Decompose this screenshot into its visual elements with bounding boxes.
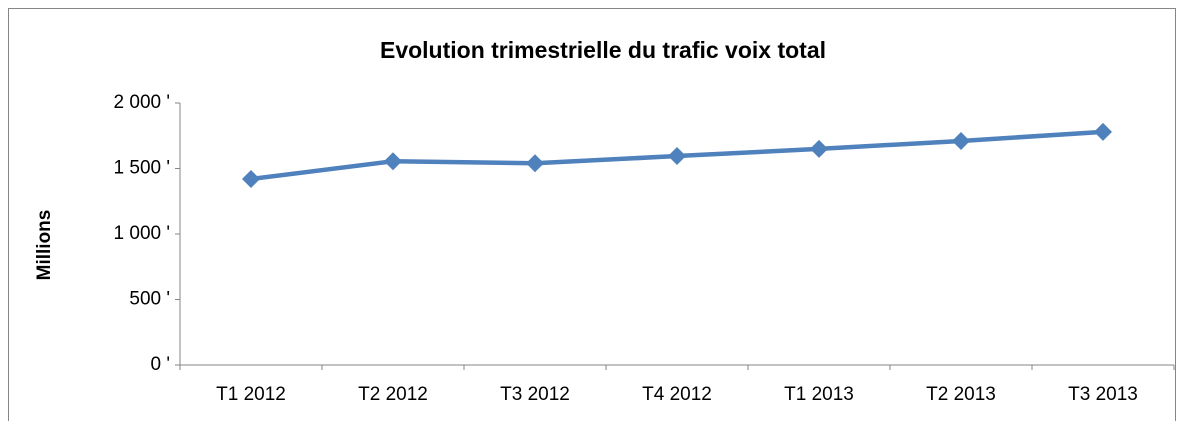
x-tick-label: T4 2012 — [642, 384, 712, 405]
y-tick-label: 2 000 ' — [114, 92, 170, 113]
point-marker — [384, 152, 402, 171]
x-tick-label: T3 2012 — [500, 384, 570, 405]
point-marker — [1094, 122, 1112, 141]
x-tick-label: T2 2013 — [926, 384, 996, 405]
point-marker — [242, 169, 260, 188]
x-tick-label: T2 2012 — [358, 384, 428, 405]
y-tick-label: 500 ' — [129, 289, 170, 310]
chart-border — [8, 8, 1176, 421]
point-marker — [668, 147, 686, 166]
x-tick-label: T3 2013 — [1068, 384, 1138, 405]
y-tick-label: 0 ' — [151, 354, 170, 375]
point-marker — [526, 154, 544, 173]
point-marker — [952, 131, 970, 150]
x-tick-label: T1 2013 — [784, 384, 854, 405]
x-tick-label: T1 2012 — [216, 384, 286, 405]
y-tick-label: 1 000 ' — [114, 223, 170, 244]
y-tick-label: 1 500 ' — [114, 158, 170, 179]
chart-title: Evolution trimestrielle du trafic voix t… — [380, 37, 826, 63]
point-marker — [810, 139, 828, 158]
y-axis-label: Millions — [34, 210, 55, 281]
